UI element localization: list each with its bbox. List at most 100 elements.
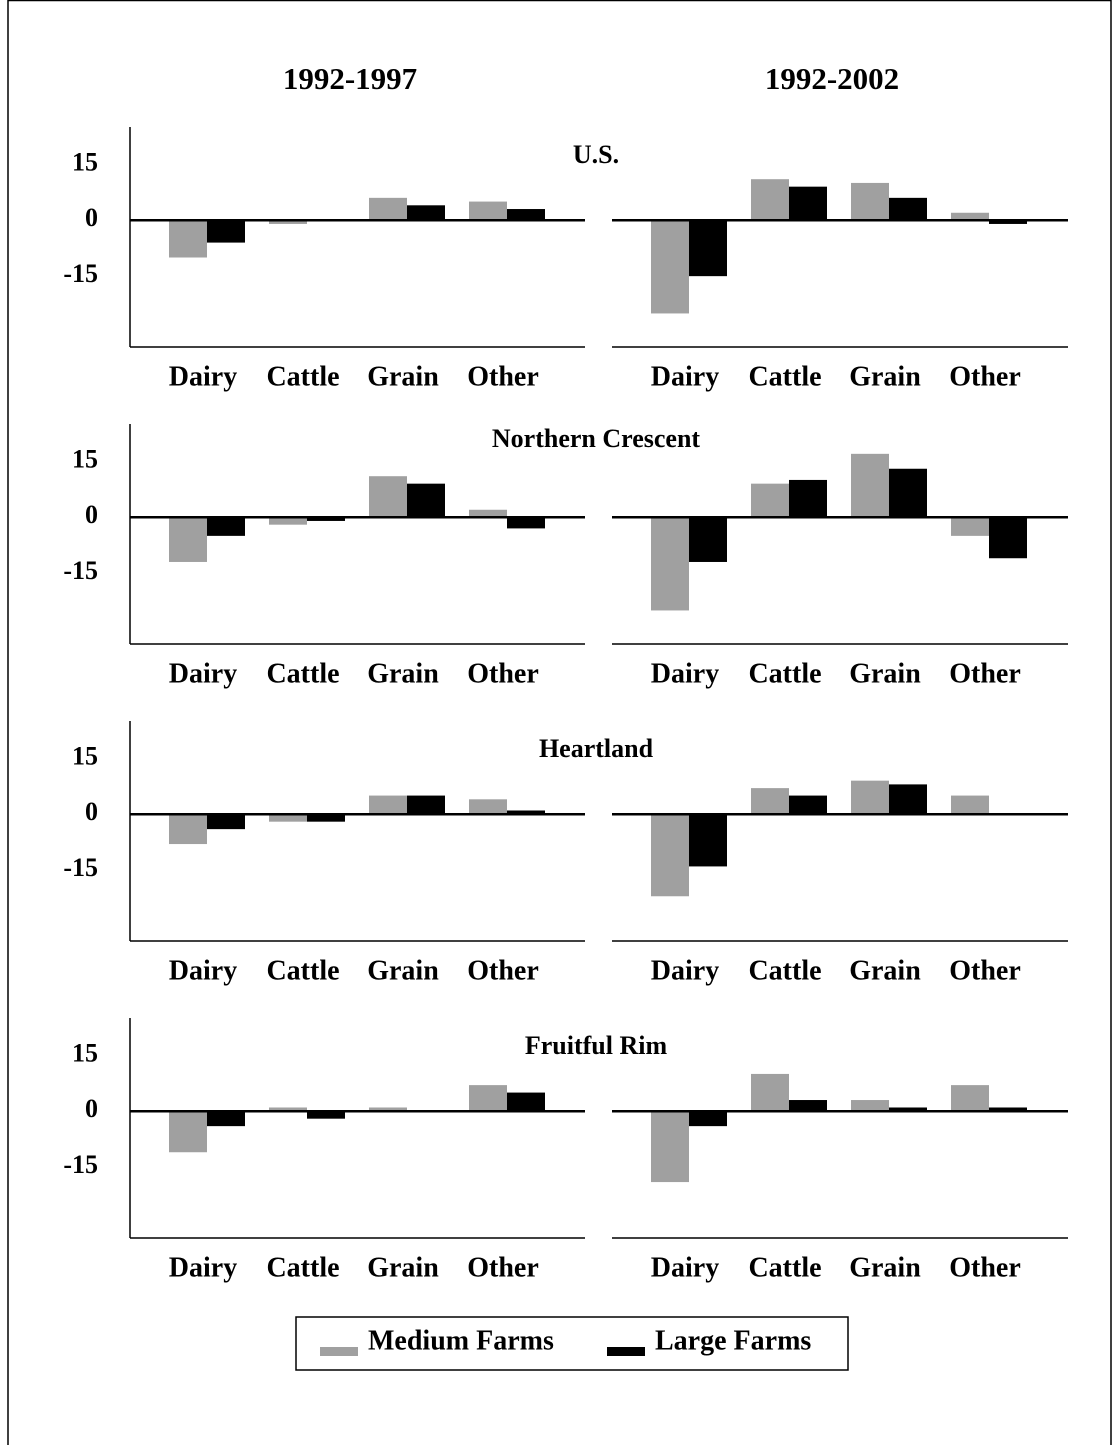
bar — [207, 814, 245, 830]
x-tick-label: Dairy — [169, 658, 237, 689]
x-tick-label: Other — [467, 361, 539, 392]
bar — [507, 517, 545, 529]
bar — [207, 1111, 245, 1127]
y-tick-label: 15 — [72, 147, 98, 176]
bar — [651, 1111, 689, 1183]
x-tick-label: Cattle — [748, 955, 821, 986]
region-title: Heartland — [539, 734, 654, 763]
y-tick-label: -15 — [63, 1150, 98, 1179]
bar — [989, 220, 1027, 224]
x-tick-label: Other — [949, 361, 1021, 392]
x-tick-label: Cattle — [266, 361, 339, 392]
bar — [307, 814, 345, 822]
bar — [307, 1111, 345, 1119]
x-tick-label: Other — [467, 955, 539, 986]
x-tick-label: Grain — [367, 1252, 439, 1283]
bar — [369, 1107, 407, 1112]
bar — [789, 479, 827, 518]
x-tick-label: Grain — [367, 658, 439, 689]
y-tick-label: 0 — [85, 1094, 98, 1123]
region-title: Fruitful Rim — [525, 1031, 668, 1060]
bar — [469, 1085, 507, 1112]
legend-swatch — [320, 1347, 358, 1356]
bar — [689, 814, 727, 867]
x-tick-label: Dairy — [651, 361, 719, 392]
bar — [469, 799, 507, 815]
bar — [689, 1111, 727, 1127]
bar — [507, 1092, 545, 1112]
bar — [269, 1107, 307, 1112]
bar — [989, 1107, 1027, 1112]
bar — [169, 814, 207, 845]
x-tick-label: Grain — [367, 955, 439, 986]
x-tick-label: Dairy — [169, 361, 237, 392]
bar — [651, 517, 689, 611]
bar — [169, 1111, 207, 1153]
bar — [269, 814, 307, 822]
bar — [269, 220, 307, 224]
y-tick-label: 0 — [85, 203, 98, 232]
bar — [207, 517, 245, 536]
bar — [469, 509, 507, 518]
x-tick-label: Cattle — [266, 955, 339, 986]
legend-label: Medium Farms — [368, 1325, 554, 1356]
bar — [169, 517, 207, 562]
bar — [369, 476, 407, 518]
x-tick-label: Cattle — [748, 1252, 821, 1283]
bar — [889, 1107, 927, 1112]
x-tick-label: Other — [949, 1252, 1021, 1283]
x-tick-label: Dairy — [651, 1252, 719, 1283]
bar — [407, 483, 445, 518]
x-tick-label: Dairy — [169, 955, 237, 986]
x-tick-label: Dairy — [651, 658, 719, 689]
bar — [507, 810, 545, 815]
bar — [889, 784, 927, 815]
bar — [951, 795, 989, 815]
x-tick-label: Grain — [849, 1252, 921, 1283]
y-tick-label: 15 — [72, 741, 98, 770]
column-title: 1992-1997 — [283, 61, 417, 96]
y-tick-label: 15 — [72, 444, 98, 473]
bar — [851, 453, 889, 518]
bar — [851, 780, 889, 815]
y-tick-label: 0 — [85, 500, 98, 529]
bar — [651, 814, 689, 897]
y-tick-label: -15 — [63, 853, 98, 882]
x-tick-label: Other — [467, 658, 539, 689]
bar — [469, 201, 507, 221]
bar — [789, 795, 827, 815]
bar — [989, 517, 1027, 559]
x-tick-label: Cattle — [748, 658, 821, 689]
bar — [307, 517, 345, 521]
bar — [689, 220, 727, 277]
bar — [951, 212, 989, 221]
x-tick-label: Dairy — [651, 955, 719, 986]
region-title: Northern Crescent — [492, 424, 701, 453]
bar — [369, 197, 407, 221]
bar — [269, 517, 307, 525]
x-tick-label: Cattle — [266, 658, 339, 689]
bar — [689, 517, 727, 562]
bar — [169, 220, 207, 258]
x-tick-label: Other — [949, 658, 1021, 689]
bar — [951, 1085, 989, 1112]
x-tick-label: Cattle — [748, 361, 821, 392]
legend-swatch — [607, 1347, 645, 1356]
x-tick-label: Other — [949, 955, 1021, 986]
bar — [407, 205, 445, 221]
x-tick-label: Grain — [367, 361, 439, 392]
x-tick-label: Grain — [849, 955, 921, 986]
legend-box — [295, 1316, 849, 1371]
bar — [407, 795, 445, 815]
frame — [7, 0, 1112, 1445]
y-tick-label: 0 — [85, 797, 98, 826]
bar — [789, 186, 827, 221]
legend-label: Large Farms — [655, 1325, 811, 1356]
column-title: 1992-2002 — [765, 61, 899, 96]
y-tick-label: -15 — [63, 556, 98, 585]
bar — [369, 795, 407, 815]
bar — [889, 468, 927, 518]
bar — [751, 483, 789, 518]
x-tick-label: Cattle — [266, 1252, 339, 1283]
